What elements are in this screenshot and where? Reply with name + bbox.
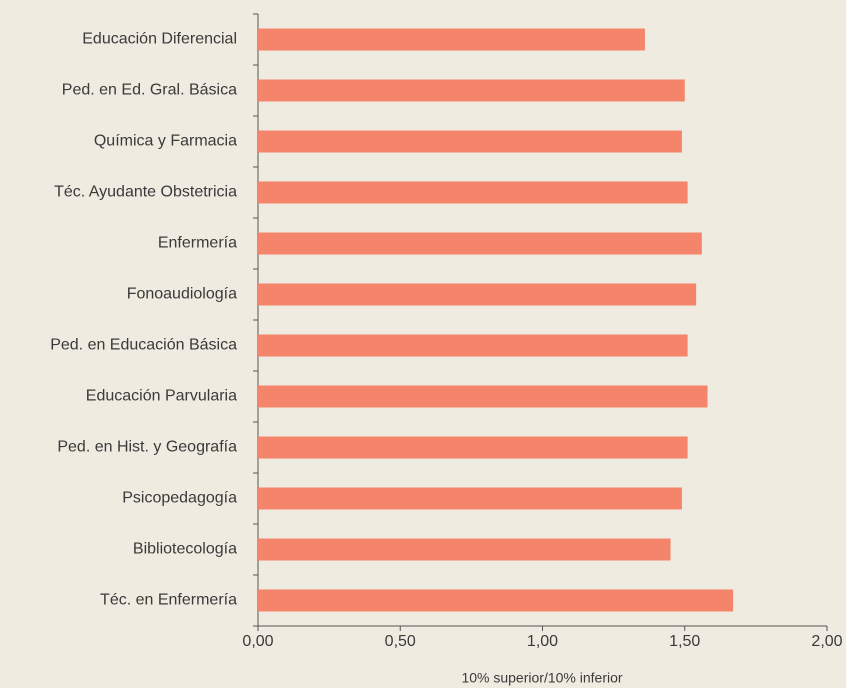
y-tick-label: Téc. Ayudante Obstetricia (54, 184, 237, 201)
bar (258, 232, 702, 255)
bar (258, 538, 671, 561)
y-tick-label: Ped. en Hist. y Geografía (57, 439, 237, 456)
y-tick-label: Enfermería (158, 235, 237, 252)
y-tick-label: Fonoaudiología (127, 286, 237, 303)
y-tick-label: Educación Diferencial (82, 31, 237, 48)
bar (258, 334, 688, 357)
x-tick-label: 1,50 (669, 633, 700, 650)
y-tick-label: Téc. en Enfermería (100, 592, 237, 609)
bar (258, 385, 708, 408)
bar (258, 79, 685, 102)
bar (258, 589, 734, 612)
bar (258, 181, 688, 204)
y-tick-label: Educación Parvularia (86, 388, 237, 405)
bar (258, 436, 688, 459)
x-tick-label: 1,00 (527, 633, 558, 650)
y-tick-label: Ped. en Ed. Gral. Básica (62, 82, 237, 99)
bar (258, 283, 697, 306)
x-axis-title: 10% superior/10% inferior (461, 670, 622, 686)
bar (258, 28, 645, 51)
y-tick-label: Psicopedagogía (122, 490, 237, 507)
x-tick-label: 2,00 (811, 633, 842, 650)
bar (258, 487, 682, 510)
bar (258, 130, 682, 153)
y-tick-label: Bibliotecología (133, 541, 237, 558)
x-tick-label: 0,50 (385, 633, 416, 650)
y-tick-label: Química y Farmacia (94, 133, 237, 150)
x-tick-label: 0,00 (242, 633, 273, 650)
y-tick-label: Ped. en Educación Básica (50, 337, 237, 354)
